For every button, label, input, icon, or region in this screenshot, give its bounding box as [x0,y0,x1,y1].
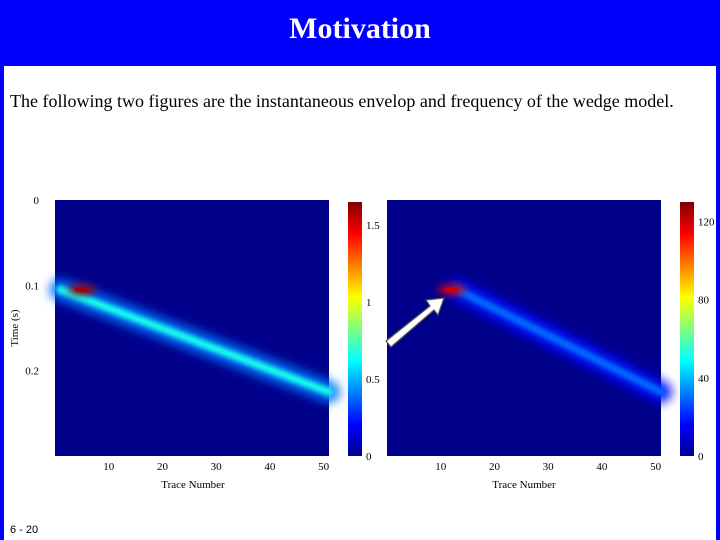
x-tick-label: 40 [596,461,608,473]
intro-text: The following two figures are the instan… [10,91,674,111]
y-tick-label: 0 [34,195,40,207]
anomaly-arrow [385,297,445,348]
envelope-axes: 10 20 30 40 50 0 0.1 0.2 [25,195,329,473]
x-tick-label: 30 [543,461,555,473]
slide-content: The following two figures are the instan… [4,66,716,540]
page-number: 6 - 20 [10,524,39,536]
frequency-heatmap [381,200,672,456]
frequency-axes: 10 20 30 40 50 [435,461,661,473]
colorbar-1 [348,202,362,456]
envelope-heatmap [49,200,340,456]
y-tick-label: 0.2 [25,366,39,378]
colorbar-tick-label: 0 [366,451,372,463]
colorbar-2-ticks: 0 40 80 120 [698,217,715,463]
colorbar-tick-label: 0 [698,451,704,463]
colorbar-tick-label: 1.5 [366,220,380,232]
colorbar-1-ticks: 0 0.5 1 1.5 [366,220,380,463]
arrow-shape [385,297,445,348]
x-tick-label: 50 [650,461,662,473]
colorbar-tick-label: 1 [366,297,372,309]
reflector-band [452,285,665,396]
x-tick-label: 40 [264,461,276,473]
x-tick-label: 10 [435,461,447,473]
feature-peak-core [444,287,459,293]
title-bar: Motivation [0,0,720,66]
x-tick-label: 50 [318,461,330,473]
colorbar-tick-label: 80 [698,295,710,307]
colorbar-tick-label: 120 [698,217,715,229]
reflector-bands [49,278,340,403]
x-tick-label: 30 [211,461,223,473]
reflector-band [56,285,333,396]
x-tick-label: 10 [103,461,115,473]
x-axis-label-1: Trace Number [161,479,225,491]
colorbar-tick-label: 0.5 [366,374,380,386]
y-axis-label: Time (s) [9,309,21,347]
reflector-bands [381,278,672,403]
heatmap-background [55,200,329,456]
colorbar-tick-label: 40 [698,373,710,385]
x-tick-label: 20 [489,461,501,473]
feature-peak-core [74,287,89,293]
colorbar-2 [680,202,694,456]
x-axis-label-2: Trace Number [492,479,556,491]
y-tick-label: 0.1 [25,280,39,292]
x-tick-label: 20 [157,461,169,473]
slide-title: Motivation [289,12,431,45]
